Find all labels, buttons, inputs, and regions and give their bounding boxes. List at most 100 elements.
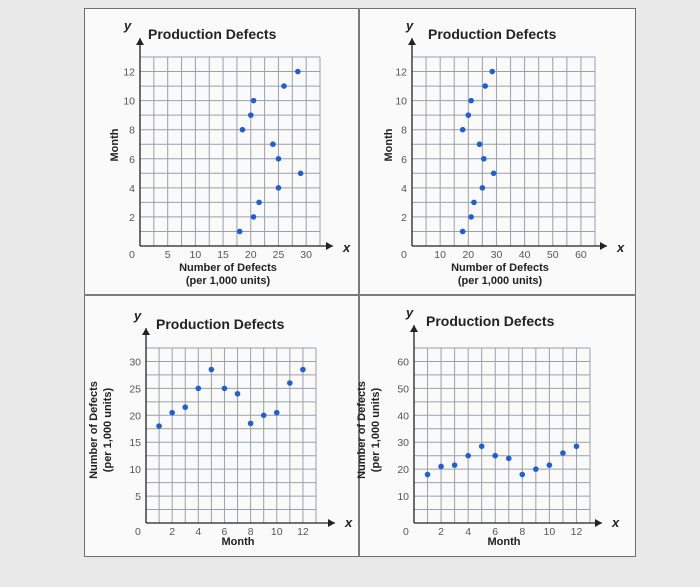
data-point — [239, 126, 246, 133]
y-tick-label: 4 — [129, 183, 135, 195]
x-tick-label: 15 — [217, 249, 229, 261]
x-tick-label: 6 — [222, 526, 228, 538]
y-tick-label: 10 — [395, 96, 407, 108]
x-tick-label: 30 — [300, 249, 312, 261]
x-tick-label: 6 — [492, 526, 498, 538]
data-point — [300, 366, 306, 373]
y-axis-arrow — [136, 38, 144, 45]
data-point — [169, 409, 175, 416]
data-point — [480, 155, 487, 162]
y-axis-label: (per 1,000 units) — [102, 387, 114, 472]
data-point — [208, 366, 215, 373]
x-tick-label: 40 — [519, 249, 531, 261]
data-point — [438, 463, 444, 470]
y-axis-label: (per 1,000 units) — [370, 387, 382, 472]
y-tick-label: 8 — [129, 125, 135, 137]
chart-frame — [84, 8, 636, 557]
y-tick-label: 5 — [135, 491, 141, 503]
y-axis-arrow — [142, 328, 150, 335]
horizontal-divider — [84, 294, 636, 296]
x-axis-label: Number of Defects — [179, 262, 277, 274]
data-point — [479, 185, 486, 191]
x-tick-label: 10 — [544, 526, 556, 538]
x-tick-label: 12 — [297, 526, 309, 538]
x-tick-label: 60 — [575, 249, 587, 261]
vertical-divider — [358, 8, 360, 557]
data-point — [560, 450, 566, 456]
x-tick-label: 4 — [195, 526, 201, 538]
data-point — [424, 471, 431, 478]
x-tick-label: 10 — [190, 249, 202, 261]
data-point — [250, 214, 257, 220]
data-point — [247, 112, 254, 118]
x-tick-label: 12 — [571, 526, 583, 538]
x-axis-arrow — [326, 242, 333, 250]
data-point — [546, 462, 553, 468]
data-point — [490, 170, 497, 177]
x-axis-label: (per 1,000 units) — [458, 275, 543, 287]
data-point — [476, 141, 483, 148]
data-point — [287, 380, 293, 386]
y-tick-label: 50 — [397, 383, 409, 395]
data-point — [459, 228, 466, 235]
y-tick-label: 12 — [395, 67, 407, 79]
data-point — [256, 199, 262, 206]
data-point — [270, 141, 276, 148]
data-point — [250, 97, 257, 104]
x-tick-label: 5 — [165, 249, 171, 261]
x-axis-arrow — [595, 519, 602, 527]
data-point — [465, 452, 471, 459]
chart-title: Production Defects — [428, 26, 557, 42]
y-axis-label: Number of Defects — [88, 381, 100, 479]
data-point — [573, 443, 580, 450]
x-tick-label: 30 — [491, 249, 503, 261]
y-tick-label: 12 — [123, 67, 135, 79]
y-tick-label: 8 — [401, 125, 407, 137]
data-point — [182, 404, 189, 411]
data-point — [295, 68, 301, 75]
y-axis-label: Month — [109, 128, 121, 161]
y-tick-label: 30 — [397, 437, 409, 449]
chart-title: Production Defects — [148, 26, 277, 42]
y-tick-label: 40 — [397, 410, 409, 422]
x-tick-label: 8 — [519, 526, 525, 538]
x-tick-label: 20 — [245, 249, 257, 261]
y-axis-letter: y — [405, 305, 414, 320]
y-tick-label: 2 — [401, 212, 407, 224]
origin-label: 0 — [129, 249, 135, 261]
x-axis-arrow — [328, 519, 335, 527]
y-tick-label: 10 — [397, 491, 409, 503]
data-point — [275, 185, 282, 191]
y-tick-label: 2 — [129, 212, 135, 224]
x-tick-label: 10 — [271, 526, 283, 538]
x-tick-label: 2 — [438, 526, 444, 538]
data-point — [221, 385, 228, 392]
x-axis-label: (per 1,000 units) — [186, 275, 271, 287]
data-point — [489, 68, 496, 75]
data-point — [505, 455, 512, 462]
data-point — [482, 83, 489, 89]
data-point — [468, 97, 474, 104]
chart-title: Production Defects — [156, 316, 285, 332]
y-tick-label: 25 — [129, 383, 141, 395]
x-tick-label: 20 — [462, 249, 474, 261]
y-axis-arrow — [410, 325, 418, 332]
data-point — [465, 112, 472, 118]
x-axis-label: Month — [222, 536, 255, 548]
y-axis-letter: y — [123, 18, 132, 33]
data-point — [260, 412, 267, 419]
y-tick-label: 10 — [123, 96, 135, 108]
x-tick-label: 25 — [273, 249, 285, 261]
origin-label: 0 — [135, 526, 141, 538]
x-axis-label: Number of Defects — [451, 262, 549, 274]
y-axis-arrow — [408, 38, 416, 45]
data-point — [195, 385, 202, 392]
x-tick-label: 8 — [248, 526, 254, 538]
y-tick-label: 6 — [129, 154, 135, 166]
y-tick-label: 4 — [401, 183, 407, 195]
data-point — [533, 466, 539, 472]
data-point — [519, 471, 526, 478]
